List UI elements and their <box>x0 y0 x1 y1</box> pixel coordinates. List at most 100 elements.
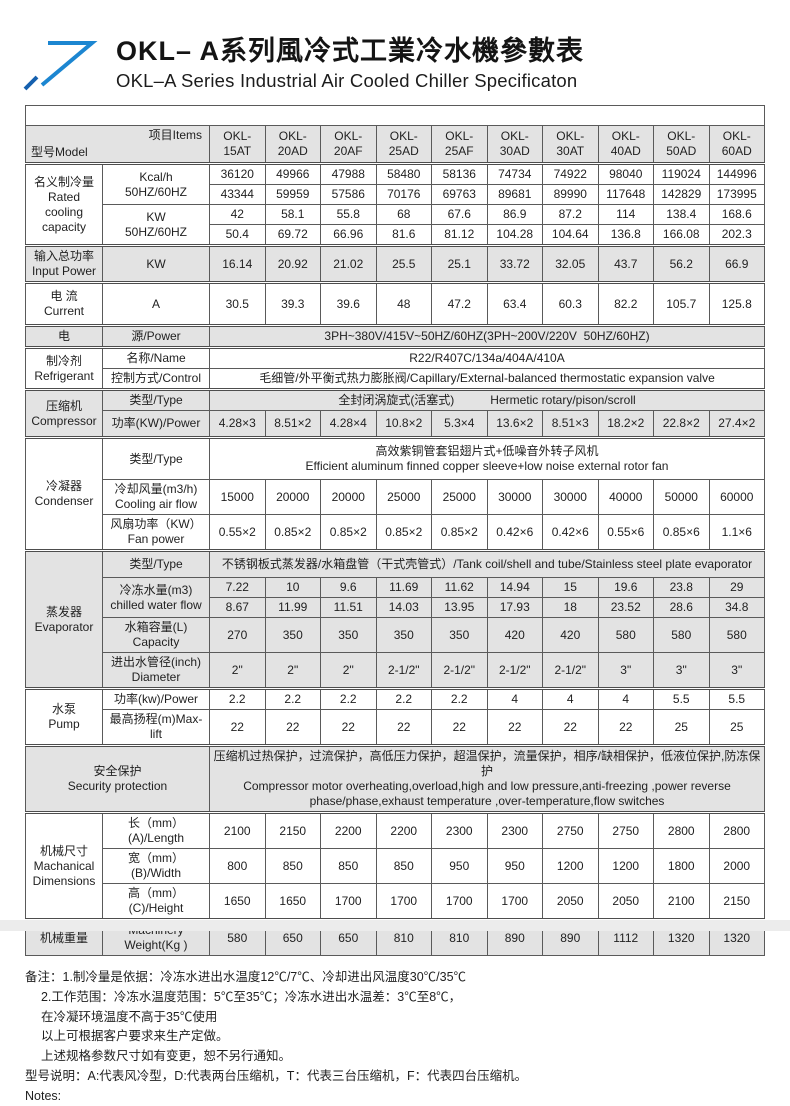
page-subtitle: OKL–A Series Industrial Air Cooled Chill… <box>116 70 578 92</box>
model-header-cell: OKL- 25AF <box>431 125 488 165</box>
value-cell: 11.69 <box>375 577 432 599</box>
value-cell: 22 <box>431 709 488 747</box>
section-label-cell: 输入总功率 Input Power <box>25 244 103 284</box>
table-row-rated-cooling-capacity: 50.4 69.72 66.96 81.6 81.12 104.28 104.64 136.8… <box>26 224 765 247</box>
page-header: OKL– A系列風冷式工業冷水機參數表 OKL–A Series Industr… <box>0 0 790 92</box>
value-cell: 0.85×6 <box>653 514 710 552</box>
value-cell: 580 <box>597 617 654 654</box>
corner-model-label: 型号Model <box>31 145 88 160</box>
model-header-cell: OKL- 20AF <box>320 125 377 165</box>
value-cell: 60.3 <box>542 281 599 327</box>
value-cell: 69.72 <box>264 224 321 247</box>
value-cell: 15 <box>542 577 599 599</box>
value-cell: 119024 <box>653 162 710 186</box>
value-cell: 70176 <box>375 184 432 206</box>
value-cell: 49966 <box>264 162 321 186</box>
section-label-cell: 机械尺寸 Machanical Dimensions <box>25 811 103 921</box>
value-cell: 67.6 <box>431 204 488 226</box>
table-row-evaporator: 进出水管径(inch) Diameter 2" 2" 2" 2-1/2" 2-1/2" 2-1… <box>26 652 765 690</box>
model-header-cell: OKL- 50AD <box>653 125 710 165</box>
value-cell: 40000 <box>597 479 654 516</box>
value-cell: 9.6 <box>320 577 377 599</box>
table-caption-row: OKL -A系列风冷式工业冷水机参数表 <box>25 105 765 127</box>
value-cell: 68 <box>375 204 432 226</box>
span-value-cell: R22/R407C/134a/404A/410A <box>209 346 765 370</box>
value-cell: 43.7 <box>597 244 654 284</box>
value-cell: 1700 <box>486 883 543 921</box>
arrow-logo-icon <box>23 41 98 91</box>
page-title: OKL– A系列風冷式工業冷水機參數表 <box>116 36 585 66</box>
value-cell: 20.92 <box>264 244 321 284</box>
value-cell: 60000 <box>708 479 765 516</box>
span-value-cell: 不锈钢板式蒸发器/水箱盘管（干式壳管式）/Tank coil/shell and… <box>209 549 765 579</box>
model-key-note: 型号说明：A:代表风冷型，D:代表两台压缩机，T：代表三台压缩机，F：代表四台压… <box>25 1068 528 1083</box>
value-cell: 2.2 <box>431 687 488 711</box>
value-cell: 2750 <box>597 811 654 850</box>
value-cell: 138.4 <box>653 204 710 226</box>
item-label-cell: 风扇功率（KW） Fan power <box>102 514 210 552</box>
value-cell: 30000 <box>486 479 543 516</box>
value-cell: 2.2 <box>209 687 266 711</box>
value-cell: 48 <box>375 281 432 327</box>
value-cell: 50.4 <box>209 224 266 247</box>
notes: 备注：1.制冷量是依据：冷冻水进出水温度12℃/7℃、冷却进出风温度30℃/35… <box>25 968 765 1106</box>
value-cell: 2750 <box>542 811 599 850</box>
corner-cell: 型号Model 项目Items <box>25 125 210 165</box>
table-row-pump: 水泵 Pump 功率(kw)/Power 2.2 2.2 2.2 2.2 2.2 4 4 4 5.5 5… <box>25 687 765 747</box>
value-cell: 15000 <box>209 479 266 516</box>
value-cell: 1650 <box>264 883 321 921</box>
value-cell: 2" <box>320 652 377 690</box>
value-cell: 43344 <box>209 184 266 206</box>
value-cell: 47.2 <box>431 281 488 327</box>
item-label-cell: 长（mm）(A)/Length <box>102 811 210 850</box>
note-line: 上述规格参数尺寸如有变更，恕不另行通知。 <box>25 1049 291 1064</box>
item-label-cell: A <box>102 281 210 327</box>
item-label-cell: 高（mm）(C)/Height <box>102 883 210 921</box>
value-cell: 173995 <box>708 184 765 206</box>
section-label-cell: 安全保护 Security protection <box>25 744 210 814</box>
table-row-condenser: 冷凝器 Condenser 类型/Type 高效紫铜管套铝翅片式+低噪音外转子风机 Ef… <box>25 436 765 552</box>
value-cell: 57586 <box>320 184 377 206</box>
bottom-strip <box>0 920 790 931</box>
value-cell: 74922 <box>542 162 599 186</box>
value-cell: 22 <box>375 709 432 747</box>
value-cell: 28.6 <box>653 597 710 619</box>
span-value-cell: 压缩机过热保护，过流保护，高低压力保护，超温保护，流量保护，相序/缺相保护，低液… <box>209 744 765 814</box>
value-cell: 11.99 <box>264 597 321 619</box>
value-cell: 5.3×4 <box>431 410 488 439</box>
value-cell: 125.8 <box>708 281 765 327</box>
value-cell: 13.6×2 <box>486 410 543 439</box>
table-row-refrigerant: 制冷剂 Refrigerant 名称/Name R22/R407C/134a/404A… <box>25 346 765 391</box>
value-cell: 14.03 <box>375 597 432 619</box>
value-cell: 22 <box>486 709 543 747</box>
table-caption: OKL -A系列风冷式工业冷水机参数表 <box>25 105 765 127</box>
value-cell: 2800 <box>708 811 765 850</box>
value-cell: 2300 <box>431 811 488 850</box>
value-cell: 105.7 <box>653 281 710 327</box>
value-cell: 0.85×2 <box>431 514 488 552</box>
value-cell: 117648 <box>597 184 654 206</box>
item-label-cell: 功率(KW)/Power <box>102 410 210 439</box>
value-cell: 1800 <box>653 848 710 885</box>
value-cell: 82.2 <box>597 281 654 327</box>
value-cell: 202.3 <box>708 224 765 247</box>
value-cell: 8.51×2 <box>264 410 321 439</box>
value-cell: 350 <box>320 617 377 654</box>
value-cell: 0.85×2 <box>375 514 432 552</box>
table-row-evaporator: 水箱容量(L) Capacity 270 350 350 350 350 420 420 580 5… <box>26 617 765 654</box>
model-header-cell: OKL- 20AD <box>264 125 321 165</box>
table-row-mechanical-dimensions: 机械尺寸 Machanical Dimensions 长（mm）(A)/Length 2… <box>25 811 765 921</box>
value-cell: 87.2 <box>542 204 599 226</box>
table-row-evaporator: 8.67 11.99 11.51 14.03 13.95 17.93 18 23.52 28.6… <box>26 597 765 619</box>
section-label-cell: 冷凝器 Condenser <box>25 436 103 552</box>
value-cell: 850 <box>375 848 432 885</box>
table-row-rated-cooling-capacity: 43344 59959 57586 70176 69763 89681 89990 11764… <box>26 184 765 206</box>
value-cell: 0.55×2 <box>209 514 266 552</box>
table-row-rated-cooling-capacity: 名义制冷量 Rated cooling capacity Kcal/h 50HZ/60HZ… <box>25 162 765 247</box>
value-cell: 23.8 <box>653 577 710 599</box>
value-cell: 1700 <box>320 883 377 921</box>
value-cell: 2-1/2" <box>542 652 599 690</box>
table-row-power-source: 电源/Power 3PH~380V/415V~50HZ/60HZ(3PH~200V… <box>25 324 765 349</box>
value-cell: 18 <box>542 597 599 619</box>
note-line: 在冷凝环境温度不高于35℃使用 <box>25 1009 218 1024</box>
